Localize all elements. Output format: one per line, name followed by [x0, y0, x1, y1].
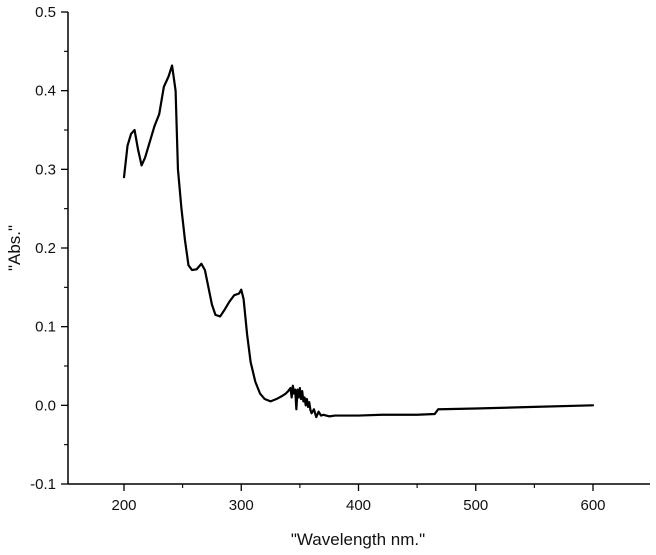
absorbance-series-line	[122, 64, 595, 419]
x-tick-label: 400	[346, 497, 371, 514]
x-tick-label: 200	[111, 497, 136, 514]
y-tick-label: -0.1	[30, 476, 56, 493]
x-tick-label: 600	[580, 497, 605, 514]
series-group	[122, 64, 595, 419]
x-tick-label: 500	[463, 497, 488, 514]
y-tick-label: 0.0	[35, 397, 56, 414]
x-axis-ticks: 200 300 400 500 600	[111, 484, 606, 514]
x-tick-label: 300	[229, 497, 254, 514]
y-axis-ticks: -0.1 0.0 0.1 0.2 0.3 0.4 0.5	[30, 4, 68, 493]
y-tick-label: 0.1	[35, 319, 56, 336]
y-axis-label: "Abs."	[5, 225, 24, 271]
y-tick-label: 0.2	[35, 240, 56, 257]
y-tick-label: 0.5	[35, 4, 56, 21]
y-tick-label: 0.4	[35, 83, 56, 100]
x-axis-label: "Wavelength nm."	[291, 530, 425, 549]
y-tick-label: 0.3	[35, 161, 56, 178]
